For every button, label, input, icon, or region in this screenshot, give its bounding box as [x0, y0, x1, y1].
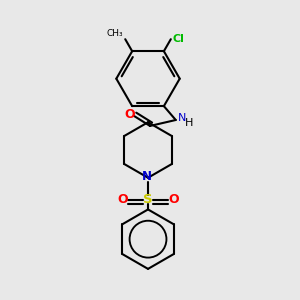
Text: H: H	[185, 118, 193, 128]
Text: Cl: Cl	[173, 34, 185, 44]
Text: N: N	[178, 113, 186, 123]
Text: O: O	[117, 193, 128, 206]
Text: O: O	[169, 193, 179, 206]
Text: O: O	[124, 107, 134, 121]
Text: CH₃: CH₃	[106, 29, 123, 38]
Text: N: N	[142, 170, 152, 183]
Text: S: S	[143, 193, 153, 206]
